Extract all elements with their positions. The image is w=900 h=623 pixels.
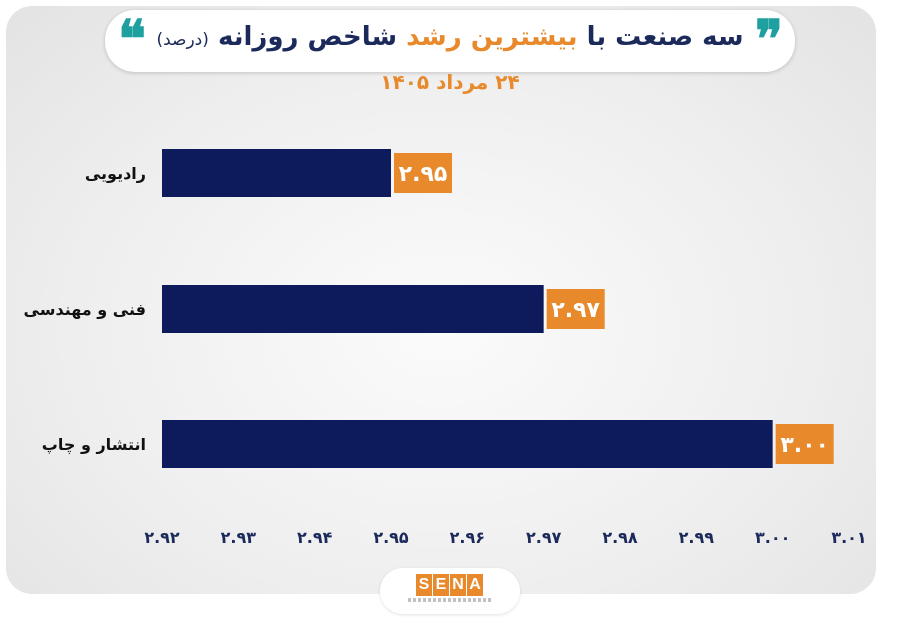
- value-label: ۲.۹۵: [399, 162, 448, 187]
- quote-open-icon: ❞: [755, 9, 783, 70]
- chart-subtitle: ۲۴ مرداد ۱۴۰۵: [380, 70, 520, 94]
- value-label-box: [775, 424, 834, 464]
- x-tick-label: ۲.۹۹: [679, 528, 715, 547]
- x-tick-label: ۲.۹۷: [526, 528, 562, 547]
- category-label: رادیویی: [85, 164, 146, 183]
- x-tick-label: ۲.۹۳: [221, 528, 257, 547]
- category-label: انتشار و چاپ: [42, 435, 146, 455]
- chart-title: سه صنعت با بیشترین رشد شاخص روزانه (درصد…: [105, 22, 795, 55]
- category-label: فنی و مهندسی: [24, 300, 146, 319]
- title-banner: سه صنعت با بیشترین رشد شاخص روزانه (درصد…: [105, 10, 795, 72]
- title-part1: سه صنعت با: [586, 22, 744, 52]
- x-tick-label: ۲.۹۶: [450, 528, 485, 547]
- x-tick-label: ۲.۹۲: [144, 528, 180, 547]
- x-tick-label: ۳.۰۱: [831, 528, 866, 547]
- title-highlight: بیشترین رشد: [406, 22, 578, 52]
- bar: [162, 285, 544, 333]
- title-part2: شاخص روزانه: [217, 22, 398, 52]
- bar: [162, 420, 773, 468]
- value-label: ۲.۹۷: [551, 298, 600, 323]
- bar: [162, 149, 391, 197]
- x-tick-label: ۳.۰۰: [755, 528, 790, 547]
- quote-close-icon: ❝: [118, 9, 146, 70]
- x-tick-label: ۲.۹۸: [602, 528, 638, 547]
- x-tick-label: ۲.۹۵: [373, 528, 409, 547]
- title-unit: (درصد): [156, 30, 209, 50]
- logo-tagline: [408, 598, 492, 602]
- value-label-box: [394, 153, 452, 193]
- value-label-box: [546, 289, 605, 329]
- x-tick-label: ۲.۹۴: [297, 528, 333, 547]
- value-label: ۳.۰۰: [780, 433, 829, 458]
